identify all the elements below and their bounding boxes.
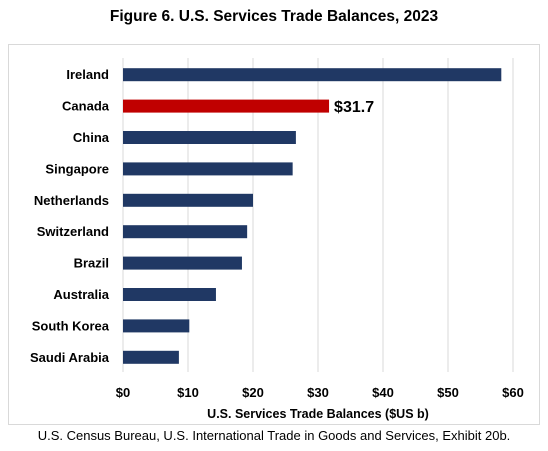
category-label: Canada xyxy=(62,99,110,114)
x-tick-label: $50 xyxy=(437,385,459,400)
category-label: China xyxy=(73,130,110,145)
category-label: Singapore xyxy=(45,161,109,176)
x-tick-label: $10 xyxy=(177,385,199,400)
category-label: South Korea xyxy=(32,318,110,333)
x-tick-label: $20 xyxy=(242,385,264,400)
category-label: Switzerland xyxy=(37,224,109,239)
data-label: $31.7 xyxy=(334,99,374,116)
category-label: Netherlands xyxy=(34,193,109,208)
bar xyxy=(123,350,179,364)
chart-title: Figure 6. U.S. Services Trade Balances, … xyxy=(109,8,439,25)
x-axis-title: U.S. Services Trade Balances ($US b) xyxy=(207,407,429,421)
x-tick-label: $0 xyxy=(116,385,130,400)
x-tick-label: $30 xyxy=(307,385,329,400)
category-label: Brazil xyxy=(74,256,109,271)
bar xyxy=(123,131,296,144)
chart-frame xyxy=(8,44,540,425)
bar xyxy=(123,99,330,113)
category-label: Saudi Arabia xyxy=(30,350,110,365)
bar xyxy=(123,225,248,239)
x-tick-label: $60 xyxy=(502,385,524,400)
source-note: U.S. Census Bureau, U.S. International T… xyxy=(37,428,511,443)
category-label: Australia xyxy=(53,287,109,302)
bar xyxy=(123,319,190,333)
category-label: Ireland xyxy=(66,67,109,82)
bar xyxy=(123,256,242,270)
bar xyxy=(123,288,216,301)
bar xyxy=(123,193,253,207)
bar xyxy=(123,162,293,176)
bar xyxy=(123,68,502,82)
x-tick-label: $40 xyxy=(372,385,394,400)
